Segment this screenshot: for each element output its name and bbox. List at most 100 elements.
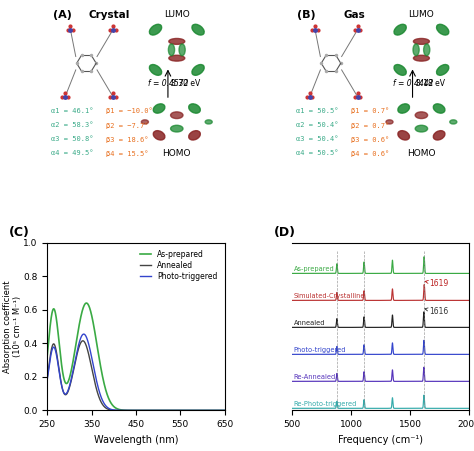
Photo-triggered — [218, 408, 223, 413]
Text: 1616: 1616 — [425, 307, 448, 316]
Ellipse shape — [153, 104, 165, 113]
As-prepared — [218, 408, 223, 413]
X-axis label: Wavelength (nm): Wavelength (nm) — [94, 435, 178, 445]
Text: Photo-triggered: Photo-triggered — [294, 347, 346, 353]
Text: HOMO: HOMO — [163, 149, 191, 158]
Ellipse shape — [415, 125, 428, 132]
Ellipse shape — [192, 24, 204, 35]
As-prepared — [131, 408, 137, 413]
Annealed — [223, 408, 228, 413]
Text: Annealed: Annealed — [294, 320, 325, 327]
Text: β2 = −7.7°: β2 = −7.7° — [106, 122, 148, 129]
Text: 3.18 eV: 3.18 eV — [416, 79, 445, 88]
Text: α1 = 46.1°: α1 = 46.1° — [51, 108, 93, 114]
Annealed — [185, 408, 191, 413]
Text: (D): (D) — [274, 226, 296, 239]
Ellipse shape — [413, 38, 429, 44]
Text: α2 = 50.4°: α2 = 50.4° — [296, 122, 338, 128]
Photo-triggered — [126, 408, 132, 413]
Ellipse shape — [149, 64, 162, 75]
As-prepared — [44, 360, 49, 366]
Text: β2 = 0.7°: β2 = 0.7° — [350, 122, 389, 129]
X-axis label: Frequency (cm⁻¹): Frequency (cm⁻¹) — [338, 435, 423, 445]
Photo-triggered — [44, 382, 49, 387]
Text: Simulated-Crystalline: Simulated-Crystalline — [294, 293, 365, 299]
Text: As-prepared: As-prepared — [294, 267, 335, 272]
Text: HOMO: HOMO — [407, 149, 436, 158]
Text: LUMO: LUMO — [409, 9, 434, 18]
Text: β4 = 0.6°: β4 = 0.6° — [350, 151, 389, 157]
Y-axis label: Absorption coefficient
(10⁵ cm⁻¹ M⁻¹): Absorption coefficient (10⁵ cm⁻¹ M⁻¹) — [2, 280, 22, 373]
Annealed — [131, 408, 137, 413]
Text: α4 = 50.5°: α4 = 50.5° — [296, 151, 338, 156]
Text: β3 = 18.6°: β3 = 18.6° — [106, 136, 148, 143]
Text: Gas: Gas — [343, 9, 365, 19]
Ellipse shape — [415, 112, 428, 119]
Line: Photo-triggered: Photo-triggered — [46, 334, 226, 410]
Ellipse shape — [424, 44, 430, 55]
Text: (B): (B) — [297, 9, 316, 19]
Text: α2 = 58.3°: α2 = 58.3° — [51, 122, 93, 128]
Ellipse shape — [394, 24, 406, 35]
Ellipse shape — [398, 104, 410, 113]
Text: Re-Photo-triggered: Re-Photo-triggered — [294, 401, 357, 407]
Ellipse shape — [141, 120, 148, 124]
Ellipse shape — [413, 44, 419, 55]
Line: As-prepared: As-prepared — [46, 303, 226, 410]
Ellipse shape — [437, 64, 449, 75]
Text: (A): (A) — [53, 9, 72, 19]
Text: f = 0.4572: f = 0.4572 — [148, 79, 189, 88]
Ellipse shape — [168, 44, 174, 55]
Text: α4 = 49.5°: α4 = 49.5° — [51, 151, 93, 156]
Ellipse shape — [179, 44, 185, 55]
Photo-triggered — [81, 331, 87, 337]
Photo-triggered — [131, 408, 137, 413]
Ellipse shape — [189, 104, 201, 113]
Ellipse shape — [205, 120, 212, 124]
Text: α1 = 50.5°: α1 = 50.5° — [296, 108, 338, 114]
Ellipse shape — [149, 24, 162, 35]
Ellipse shape — [189, 131, 201, 140]
As-prepared — [218, 408, 223, 413]
Ellipse shape — [386, 120, 393, 124]
Photo-triggered — [223, 408, 228, 413]
Text: β1 = 0.7°: β1 = 0.7° — [350, 108, 389, 115]
As-prepared — [185, 408, 191, 413]
Photo-triggered — [185, 408, 191, 413]
Text: α3 = 50.4°: α3 = 50.4° — [296, 136, 338, 142]
Ellipse shape — [394, 64, 406, 75]
Ellipse shape — [413, 55, 429, 61]
Ellipse shape — [171, 125, 183, 132]
Ellipse shape — [169, 38, 185, 44]
Text: Crystal: Crystal — [89, 9, 130, 19]
As-prepared — [126, 408, 132, 413]
Ellipse shape — [450, 120, 457, 124]
Text: β1 = −10.0°: β1 = −10.0° — [106, 108, 153, 115]
Ellipse shape — [398, 131, 410, 140]
Annealed — [44, 381, 49, 386]
Text: LUMO: LUMO — [164, 9, 190, 18]
Ellipse shape — [171, 112, 183, 119]
Ellipse shape — [433, 131, 445, 140]
Ellipse shape — [192, 64, 204, 75]
Ellipse shape — [153, 131, 165, 140]
Legend: As-prepared, Annealed, Photo-triggered: As-prepared, Annealed, Photo-triggered — [137, 247, 221, 284]
Text: 3.30 eV: 3.30 eV — [172, 79, 201, 88]
Ellipse shape — [169, 55, 185, 61]
Ellipse shape — [433, 104, 445, 113]
Photo-triggered — [218, 408, 223, 413]
Text: (C): (C) — [9, 226, 29, 239]
Text: β4 = 15.5°: β4 = 15.5° — [106, 151, 148, 157]
Text: 1619: 1619 — [425, 279, 448, 288]
As-prepared — [53, 312, 58, 317]
As-prepared — [83, 300, 89, 306]
Annealed — [218, 408, 223, 413]
Annealed — [126, 408, 132, 413]
Annealed — [218, 408, 223, 413]
As-prepared — [223, 408, 228, 413]
Text: Re-Annealed: Re-Annealed — [294, 374, 336, 380]
Text: α3 = 50.8°: α3 = 50.8° — [51, 136, 93, 142]
Ellipse shape — [437, 24, 449, 35]
Text: f = 0.4442: f = 0.4442 — [393, 79, 434, 88]
Line: Annealed: Annealed — [46, 341, 226, 410]
